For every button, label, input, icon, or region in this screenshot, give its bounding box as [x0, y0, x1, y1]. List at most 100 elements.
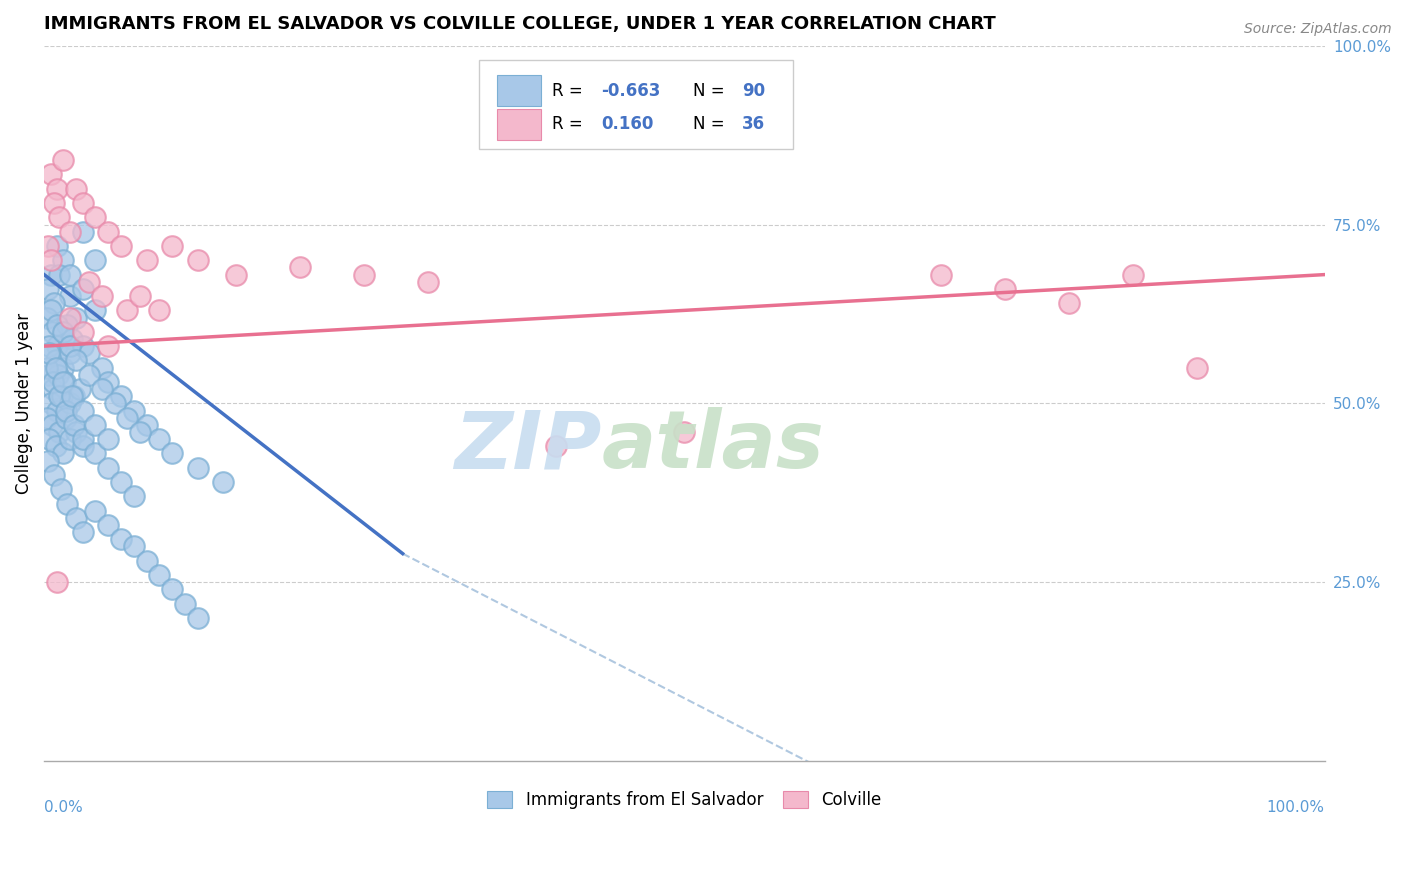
Point — [72, 196, 94, 211]
Point — [48, 211, 70, 225]
Point — [59, 310, 82, 325]
Point — [65, 511, 87, 525]
Point — [65, 425, 87, 439]
Point — [52, 360, 75, 375]
Point — [51, 389, 73, 403]
Text: Source: ZipAtlas.com: Source: ZipAtlas.com — [1244, 22, 1392, 37]
Point — [45, 360, 67, 375]
Point — [117, 303, 139, 318]
Point — [84, 253, 107, 268]
Point — [39, 253, 62, 268]
Point — [97, 518, 120, 533]
Point — [72, 525, 94, 540]
Point — [103, 396, 125, 410]
Point — [45, 353, 67, 368]
Point — [52, 375, 75, 389]
Point — [72, 225, 94, 239]
Point — [90, 382, 112, 396]
Point — [72, 432, 94, 446]
Point — [65, 182, 87, 196]
Point — [52, 253, 75, 268]
Point — [52, 325, 75, 339]
Point — [37, 239, 59, 253]
Point — [59, 432, 82, 446]
Point — [187, 460, 209, 475]
Point — [290, 260, 312, 275]
Point — [97, 460, 120, 475]
Point — [84, 211, 107, 225]
FancyBboxPatch shape — [498, 109, 541, 140]
Text: ZIP: ZIP — [454, 408, 602, 485]
Point — [110, 239, 132, 253]
Point — [77, 275, 100, 289]
Point — [212, 475, 235, 489]
FancyBboxPatch shape — [498, 75, 541, 106]
Point — [148, 432, 170, 446]
Point — [39, 168, 62, 182]
Point — [160, 239, 183, 253]
Point — [45, 239, 67, 253]
Point — [993, 282, 1015, 296]
Point — [37, 282, 59, 296]
Point — [38, 339, 60, 353]
Point — [110, 389, 132, 403]
Point — [1122, 268, 1144, 282]
Point — [52, 446, 75, 460]
Text: 36: 36 — [742, 115, 765, 134]
Text: atlas: atlas — [602, 408, 824, 485]
Text: 0.0%: 0.0% — [44, 800, 83, 815]
Point — [72, 403, 94, 417]
Point — [129, 289, 152, 303]
Point — [39, 303, 62, 318]
Point — [97, 432, 120, 446]
Point — [122, 540, 145, 554]
Text: N =: N = — [693, 115, 730, 134]
Point — [42, 382, 65, 396]
Point — [60, 389, 83, 403]
Point — [48, 389, 70, 403]
Point — [929, 268, 952, 282]
Point — [77, 346, 100, 360]
Point — [546, 439, 568, 453]
Point — [45, 575, 67, 590]
Point — [97, 339, 120, 353]
Text: IMMIGRANTS FROM EL SALVADOR VS COLVILLE COLLEGE, UNDER 1 YEAR CORRELATION CHART: IMMIGRANTS FROM EL SALVADOR VS COLVILLE … — [44, 15, 995, 33]
Point — [62, 417, 84, 432]
Point — [90, 289, 112, 303]
Point — [135, 554, 157, 568]
Point — [35, 410, 58, 425]
Point — [122, 403, 145, 417]
Point — [673, 425, 696, 439]
Point — [160, 582, 183, 597]
Point — [90, 360, 112, 375]
Point — [69, 382, 91, 396]
Text: R =: R = — [553, 82, 589, 100]
Text: 0.160: 0.160 — [602, 115, 654, 134]
Point — [110, 475, 132, 489]
Point — [1057, 296, 1080, 310]
Point — [148, 568, 170, 582]
Point — [174, 597, 197, 611]
Point — [84, 303, 107, 318]
Point — [49, 482, 72, 496]
Point — [55, 403, 77, 417]
Point — [59, 289, 82, 303]
Point — [72, 325, 94, 339]
Point — [59, 339, 82, 353]
Point — [84, 504, 107, 518]
Point — [77, 368, 100, 382]
Point — [353, 268, 375, 282]
Point — [148, 303, 170, 318]
Point — [41, 325, 63, 339]
Point — [60, 332, 83, 346]
Point — [129, 425, 152, 439]
Point — [52, 153, 75, 168]
Text: -0.663: -0.663 — [602, 82, 661, 100]
Point — [35, 310, 58, 325]
Point — [42, 375, 65, 389]
Point — [110, 533, 132, 547]
Point — [37, 453, 59, 467]
Point — [84, 446, 107, 460]
Point — [117, 410, 139, 425]
Point — [37, 368, 59, 382]
